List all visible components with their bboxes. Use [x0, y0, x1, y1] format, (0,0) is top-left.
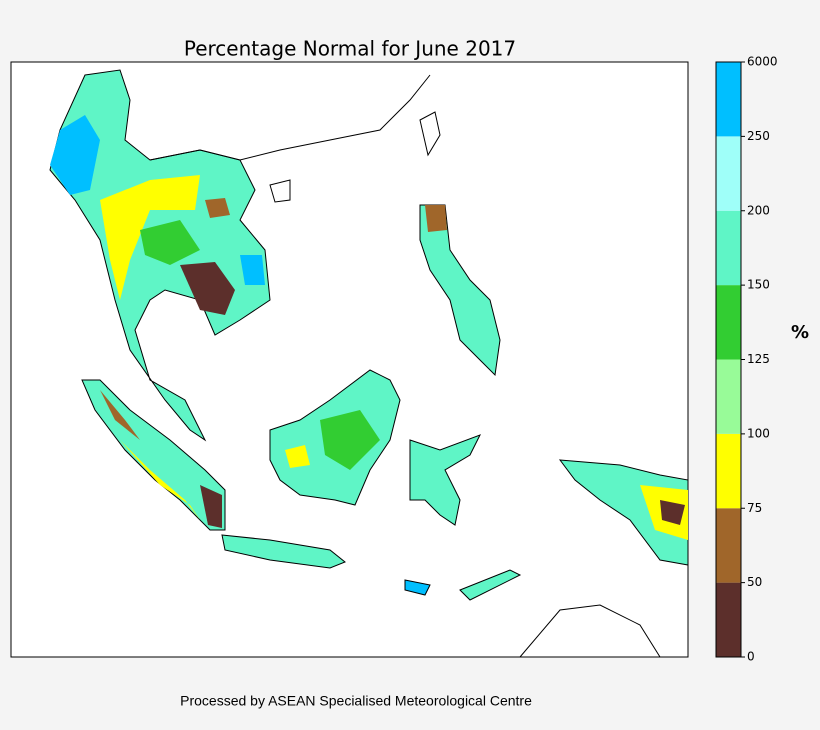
land — [409, 434, 482, 526]
land — [285, 445, 310, 468]
colorbar-segment — [716, 582, 741, 657]
colorbar-segment — [716, 136, 741, 211]
colorbar-tick-label: 100 — [747, 426, 770, 440]
land — [120, 440, 200, 520]
colorbar-segment — [716, 508, 741, 583]
land — [50, 115, 100, 195]
colorbar-tick-label: 0 — [747, 650, 755, 664]
coastline — [519, 604, 661, 658]
colorbar-tick-label: 200 — [747, 203, 770, 217]
coastline — [419, 111, 441, 157]
footer: Processed by ASEAN Specialised Meteorolo… — [180, 693, 532, 709]
land — [200, 485, 222, 528]
colorbar-tick-label: 150 — [747, 278, 770, 292]
coastline — [269, 179, 291, 203]
land — [180, 262, 235, 315]
colorbar-segment — [716, 285, 741, 360]
land — [100, 390, 140, 440]
colorbar-tick-label: 250 — [747, 129, 770, 143]
land — [100, 175, 200, 300]
colorbar-segment — [716, 210, 741, 286]
land — [404, 579, 431, 596]
map-title: Percentage Normal for June 2017 — [184, 37, 516, 61]
colorbar-label: % — [791, 322, 809, 343]
colorbar-segment — [716, 359, 741, 434]
colorbar-segment — [716, 433, 741, 509]
colorbar-tick-label: 75 — [747, 501, 762, 515]
map — [10, 61, 689, 658]
land — [320, 410, 380, 470]
land — [221, 534, 346, 569]
land — [140, 220, 200, 265]
colorbar-segment — [716, 62, 741, 137]
land — [558, 459, 689, 566]
land — [240, 255, 265, 285]
land — [205, 198, 230, 218]
coastline — [149, 74, 431, 161]
land — [660, 500, 685, 525]
land — [419, 204, 501, 377]
colorbar-tick-label: 6000 — [747, 55, 778, 69]
colorbar-tick-label: 125 — [747, 352, 770, 366]
land — [425, 205, 447, 232]
colorbar: 0 50 75 100 125 150 200 250 6000 — [715, 55, 778, 664]
colorbar-tick-label: 50 — [747, 575, 762, 589]
land — [459, 569, 522, 601]
